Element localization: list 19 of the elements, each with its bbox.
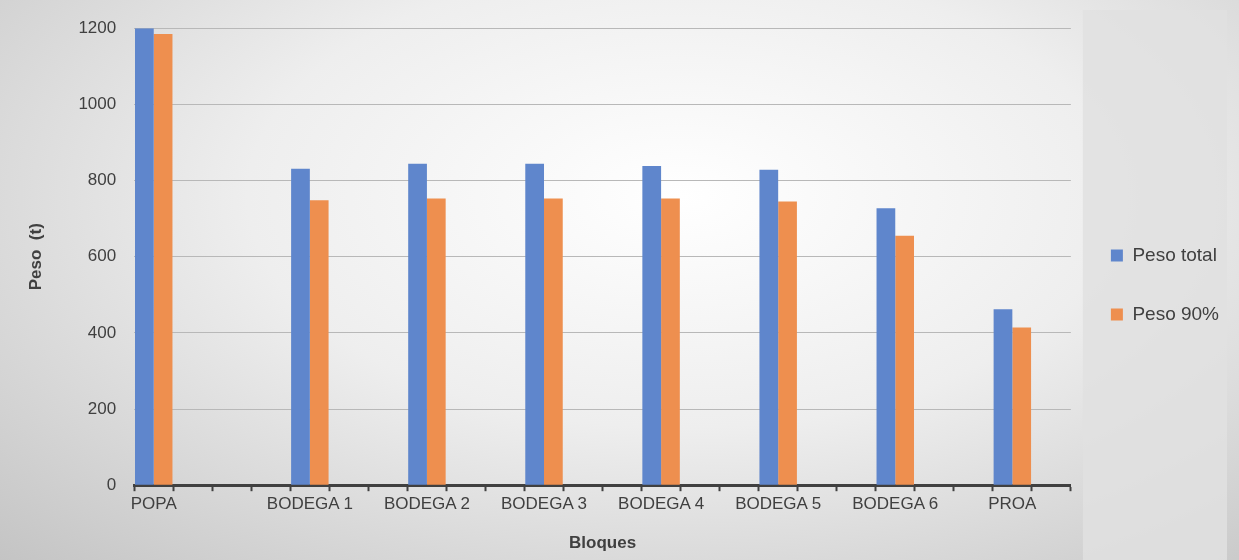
x-tick-label: BODEGA 6 — [852, 494, 939, 514]
y-tick-label: 400 — [87, 322, 117, 342]
x-tick-label: BODEGA 5 — [735, 494, 822, 514]
y-tick-label: 0 — [106, 474, 117, 494]
x-tick-label: POPA — [130, 494, 178, 514]
x-tick-label: BODEGA 3 — [501, 494, 587, 514]
y-axis-title: Peso (t) — [25, 223, 45, 291]
y-tick-label: 800 — [87, 170, 117, 190]
x-tick-label: BODEGA 4 — [618, 494, 705, 514]
y-tick-label: 1000 — [78, 94, 117, 114]
x-axis-title: Bloques — [569, 533, 637, 553]
x-tick-label: BODEGA 1 — [266, 494, 353, 514]
legend-label: Peso total — [1132, 243, 1217, 265]
y-tick-label: 1200 — [78, 17, 117, 37]
x-tick-label: BODEGA 2 — [383, 494, 470, 514]
y-tick-label: 200 — [87, 398, 117, 418]
legend-label: Peso 90% — [1132, 302, 1220, 324]
x-tick-label: PROA — [988, 494, 1038, 514]
y-tick-label: 600 — [87, 246, 117, 266]
